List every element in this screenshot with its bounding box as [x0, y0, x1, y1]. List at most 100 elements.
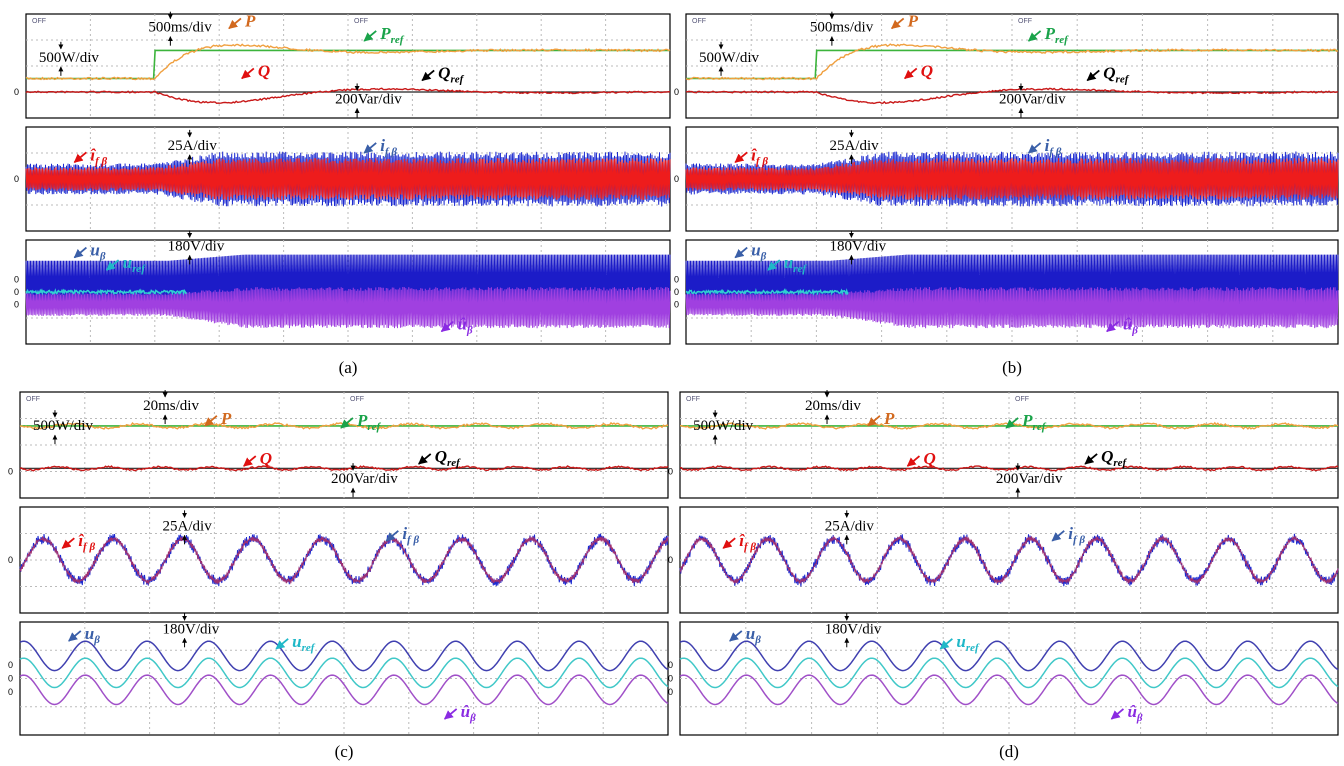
label-main: û: [457, 314, 466, 333]
label-main: Q: [438, 63, 450, 82]
zero-marker: 0: [14, 174, 19, 184]
scale-label: 200Var/div: [335, 91, 402, 107]
label-sub: ref: [1113, 457, 1127, 469]
label-sub: β: [469, 712, 476, 724]
label-sub: ref: [132, 263, 146, 275]
label-sub: ref: [367, 421, 381, 433]
off-label: OFF: [686, 396, 700, 403]
label-sub: ref: [1055, 34, 1069, 46]
label-main: P: [883, 409, 895, 428]
zero-marker: 0: [674, 275, 679, 285]
scale-label: 180V/div: [163, 621, 220, 637]
zero-marker: 0: [668, 674, 673, 684]
label-main: û: [461, 702, 470, 721]
zero-marker: 0: [674, 299, 679, 309]
zero-marker: 0: [668, 660, 673, 670]
zero-marker: 0: [8, 687, 13, 697]
label-main: u: [292, 632, 301, 651]
label-main: P: [244, 11, 256, 30]
zero-marker: 0: [674, 174, 679, 184]
scale-label: 200Var/div: [331, 471, 398, 487]
label-main: Q: [1101, 447, 1113, 466]
zero-marker: 0: [8, 660, 13, 670]
label-main: P: [1044, 24, 1056, 43]
scale-label: 20ms/div: [805, 398, 861, 414]
label-main: P: [220, 409, 232, 428]
label-sub: ref: [450, 73, 464, 85]
trace-label: Q: [923, 449, 935, 468]
scale-label: 180V/div: [168, 238, 225, 254]
label-main: u: [956, 632, 965, 651]
label-main: u: [85, 624, 94, 643]
scope-screen: 000180V/divuβurefûβ: [14, 230, 670, 344]
trace-label: P: [883, 409, 895, 428]
off-label: OFF: [32, 18, 46, 25]
zero-marker: 0: [8, 555, 13, 565]
zero-marker: 0: [668, 467, 673, 477]
label-sub: f β: [744, 541, 756, 553]
label-sub: f β: [83, 541, 95, 553]
label-sub: β: [1136, 712, 1143, 724]
scale-label: 25A/div: [829, 138, 879, 154]
label-main: u: [123, 253, 132, 272]
label-main: Q: [435, 447, 447, 466]
label-sub: β: [760, 251, 767, 263]
label-main: u: [784, 253, 793, 272]
scale-label: 500ms/div: [810, 20, 874, 36]
scale-label: 500W/div: [699, 50, 759, 66]
scale-label: 200Var/div: [996, 471, 1063, 487]
label-main: Q: [1103, 63, 1115, 82]
scale-label: 500W/div: [693, 418, 753, 434]
label-sub: ref: [966, 642, 980, 654]
label-sub: f β: [385, 146, 397, 158]
label-sub: f β: [95, 155, 107, 167]
scale-label: 500ms/div: [148, 20, 212, 36]
trace-label: Q: [258, 61, 270, 80]
label-sub: ref: [447, 457, 461, 469]
label-main: û: [1127, 702, 1136, 721]
zero-marker: 0: [668, 555, 673, 565]
label-sub: ref: [1116, 73, 1130, 85]
zero-marker: 0: [14, 287, 19, 297]
label-main: u: [90, 241, 99, 260]
scale-label: 20ms/div: [143, 398, 199, 414]
label-sub: ref: [1033, 421, 1047, 433]
label-sub: ref: [793, 263, 807, 275]
scale-label: 25A/div: [168, 138, 218, 154]
label-main: P: [379, 24, 391, 43]
scale-label: 25A/div: [163, 518, 213, 534]
label-sub: f β: [756, 155, 768, 167]
figure: (a)OFFOFF0500ms/div500W/div200Var/divPPr…: [0, 0, 1344, 766]
off-label: OFF: [1018, 18, 1032, 25]
caption: (d): [999, 742, 1019, 761]
scope-screen: 025A/divîf βif β: [674, 127, 1338, 231]
label-main: u: [751, 241, 760, 260]
label-sub: f β: [1049, 146, 1061, 158]
trace-label: P: [244, 11, 256, 30]
off-label: OFF: [692, 18, 706, 25]
scale-label: 180V/div: [825, 621, 882, 637]
label-main: P: [1021, 411, 1033, 430]
scope-screen: 025A/divîf βif β: [14, 127, 670, 231]
zero-marker: 0: [674, 87, 679, 97]
scope-screen: 000180V/divuβurefûβ: [674, 230, 1338, 344]
scale-label: 500W/div: [39, 50, 99, 66]
label-main: P: [356, 411, 368, 430]
label-main: u: [746, 624, 755, 643]
label-main: Q: [258, 61, 270, 80]
label-sub: f β: [1073, 534, 1085, 546]
caption: (b): [1002, 358, 1022, 377]
trace-label: Q: [260, 449, 272, 468]
scope-screen: OFFOFF0500ms/div500W/div200Var/divPPrefQ…: [674, 11, 1338, 118]
label-sub: β: [754, 634, 761, 646]
zero-marker: 0: [14, 275, 19, 285]
off-label: OFF: [354, 18, 368, 25]
zero-marker: 0: [8, 674, 13, 684]
label-main: Q: [260, 449, 272, 468]
label-main: P: [907, 11, 919, 30]
